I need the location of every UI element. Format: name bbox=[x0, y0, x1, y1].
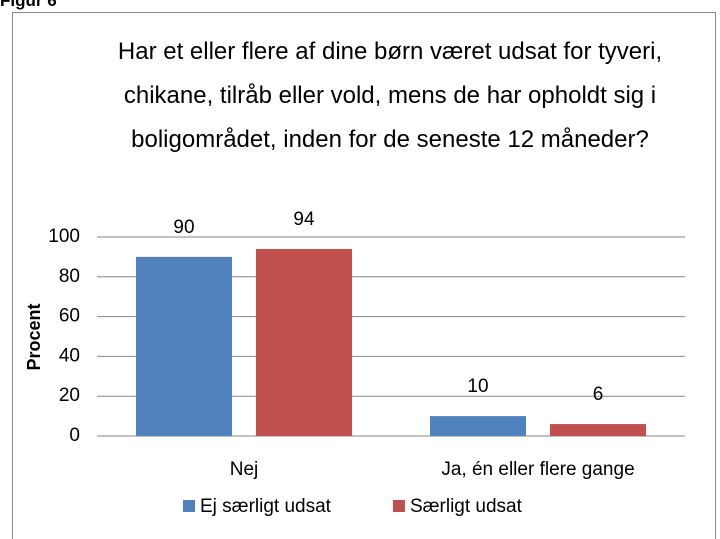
data-label: 90 bbox=[173, 217, 194, 238]
bar bbox=[136, 256, 232, 436]
legend-swatch bbox=[183, 500, 195, 512]
x-tick-label: Ja, én eller flere gange bbox=[441, 459, 634, 480]
data-label: 10 bbox=[467, 376, 488, 397]
data-label: 6 bbox=[593, 384, 604, 405]
figure-label: Figur 6 bbox=[0, 0, 57, 10]
y-tick-label: 60 bbox=[59, 306, 80, 327]
bar bbox=[256, 248, 352, 436]
legend-label: Særligt udsat bbox=[410, 496, 523, 517]
x-tick-label: Nej bbox=[230, 459, 259, 480]
bar bbox=[550, 424, 646, 436]
y-tick-label: 0 bbox=[69, 425, 80, 446]
legend-label: Ej særligt udsat bbox=[200, 496, 332, 517]
y-tick-label: 80 bbox=[59, 266, 80, 287]
y-axis-label: Procent bbox=[24, 303, 44, 370]
bar bbox=[430, 416, 526, 436]
legend-swatch bbox=[392, 500, 405, 512]
y-tick-label: 100 bbox=[48, 226, 80, 247]
y-tick-label: 40 bbox=[59, 345, 80, 366]
chart-border bbox=[12, 12, 716, 539]
chart-title: Har et eller flere af dine børn været ud… bbox=[117, 38, 663, 153]
data-label: 94 bbox=[293, 209, 315, 230]
y-tick-label: 20 bbox=[59, 385, 80, 406]
